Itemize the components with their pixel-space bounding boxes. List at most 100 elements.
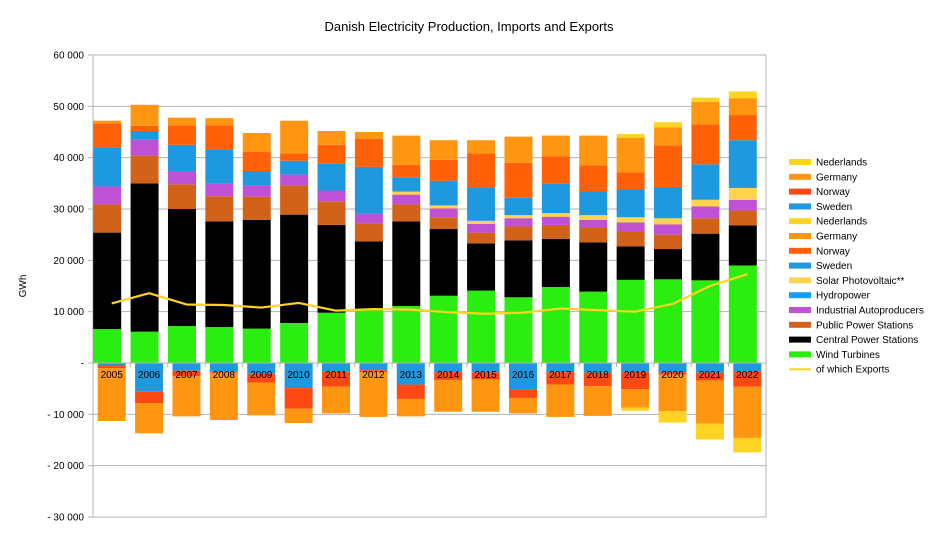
bar-segment-sweden <box>93 147 122 187</box>
bar-segment-public-power-stations <box>579 227 608 243</box>
bar-segment-germany <box>579 135 608 166</box>
bar-segment-export-germany <box>396 398 425 417</box>
bar-segment-central-power-stations <box>242 219 271 329</box>
bar-segment-norway <box>654 145 683 187</box>
x-tick-label: 2019 <box>624 370 647 381</box>
legend-label: Wind Turbines <box>816 350 880 361</box>
bar-segment-export-germany <box>471 379 500 412</box>
bar-segment-central-power-stations <box>616 246 645 280</box>
bar-segment-central-power-stations <box>205 221 234 328</box>
bar-segment-export-norway <box>621 371 650 390</box>
bar-segment-public-power-stations <box>317 201 346 225</box>
bar-segment-central-power-stations <box>654 249 683 280</box>
bar-segment-industrial-autoproducers <box>504 218 533 227</box>
bar-segment-germany <box>317 130 346 145</box>
bar-segment-export-norway <box>284 388 313 409</box>
bar-segment-wind-turbines <box>167 326 196 363</box>
bar-segment-germany <box>130 104 159 126</box>
bar-segment-sweden <box>317 163 346 191</box>
bar-segment-export-norway <box>733 371 762 387</box>
bar-segment-export-norway <box>135 391 164 404</box>
bar-segment-public-power-stations <box>691 218 720 234</box>
bar-segment-norway <box>242 152 271 172</box>
bar-segment-public-power-stations <box>354 223 383 242</box>
bar-segment-norway <box>167 125 196 145</box>
bar-segment-wind-turbines <box>654 279 683 363</box>
bar-segment-export-sweden <box>434 363 463 373</box>
y-tick-label: - 10 000 <box>47 410 84 421</box>
bar-segment-solar-photovoltaic- <box>467 220 496 224</box>
bar-segment-sweden <box>467 187 496 221</box>
bar-segment-export-norway <box>583 372 612 387</box>
bar-segment-export-sweden <box>583 363 612 373</box>
bar-segment-export-germany <box>359 372 388 417</box>
y-tick-label: 20 000 <box>53 256 84 267</box>
x-tick-label: 2016 <box>512 370 535 381</box>
bar-segment-public-power-stations <box>616 231 645 247</box>
bar-segment-germany <box>354 132 383 139</box>
x-tick-label: 2017 <box>549 370 572 381</box>
bar-segment-public-power-stations <box>654 234 683 250</box>
bar-segment-germany <box>541 135 570 157</box>
bar-segment-central-power-stations <box>429 229 458 296</box>
bar-segment-wind-turbines <box>467 290 496 363</box>
legend-swatch <box>789 173 811 180</box>
bar-segment-export-germany <box>658 374 687 412</box>
bar-segment-export-germany <box>733 386 762 438</box>
bar-segment-industrial-autoproducers <box>654 224 683 235</box>
bar-segment-industrial-autoproducers <box>616 222 645 232</box>
bar-segment-wind-turbines <box>205 327 234 363</box>
bar-segment-sweden <box>354 166 383 214</box>
y-tick-label: 30 000 <box>53 205 84 216</box>
bar-segment-sweden <box>728 140 757 188</box>
bar-segment-sweden <box>280 160 309 175</box>
bar-segment-wind-turbines <box>504 297 533 363</box>
bar-segment-nederlands <box>728 91 757 99</box>
bar-segment-export-norway <box>359 370 388 373</box>
bar-segment-public-power-stations <box>504 226 533 241</box>
bar-segment-wind-turbines <box>280 322 309 363</box>
bar-segment-wind-turbines <box>691 280 720 363</box>
bar-segment-sweden <box>429 180 458 206</box>
bar-segment-central-power-stations <box>541 238 570 288</box>
bar-segment-sweden <box>242 171 271 186</box>
x-tick-label: 2014 <box>437 370 460 381</box>
legend-swatch <box>789 351 811 358</box>
bar-segment-export-norway <box>172 370 201 377</box>
bar-segment-germany <box>205 118 234 126</box>
bar-segment-norway <box>130 125 159 131</box>
legend-label: Germany <box>816 232 857 243</box>
legend-label: Public Power Stations <box>816 320 913 331</box>
bar-segment-wind-turbines <box>392 306 421 363</box>
chart-title: Danish Electricity Production, Imports a… <box>324 19 614 34</box>
legend-label: Central Power Stations <box>816 335 918 346</box>
bar-segment-export-sweden <box>396 363 425 385</box>
bar-segment-public-power-stations <box>93 204 122 233</box>
bar-segment-export-norway <box>322 371 351 387</box>
bar-segment-norway <box>691 124 720 165</box>
bar-segment-industrial-autoproducers <box>579 219 608 228</box>
bar-segment-export-norway <box>396 384 425 399</box>
x-tick-label: 2008 <box>213 370 236 381</box>
bar-segment-export-germany <box>583 386 612 416</box>
legend-swatch <box>789 336 811 343</box>
bar-segment-germany <box>392 135 421 165</box>
bar-segment-nederlands <box>654 122 683 128</box>
bar-segment-nederlands <box>691 97 720 102</box>
bar-segment-public-power-stations <box>541 224 570 239</box>
legend-label: Sweden <box>816 202 852 213</box>
bar-segment-norway <box>392 164 421 178</box>
legend-swatch <box>789 203 811 210</box>
y-axis-ticks: 60 000 50 000 40 000 30 000 20 000 10 000 - - 1… <box>47 51 93 524</box>
bar-segment-wind-turbines <box>429 295 458 363</box>
bar-segment-export-norway <box>658 372 687 375</box>
bar-segment-central-power-stations <box>167 209 196 327</box>
y-tick-label: 10 000 <box>53 307 84 318</box>
bar-segment-central-power-stations <box>579 242 608 292</box>
legend-label: Norway <box>816 187 850 198</box>
bar-segment-export-sweden <box>546 363 575 373</box>
legend-swatch <box>789 218 811 225</box>
bar-segment-industrial-autoproducers <box>541 216 570 225</box>
bar-segment-norway <box>616 172 645 190</box>
